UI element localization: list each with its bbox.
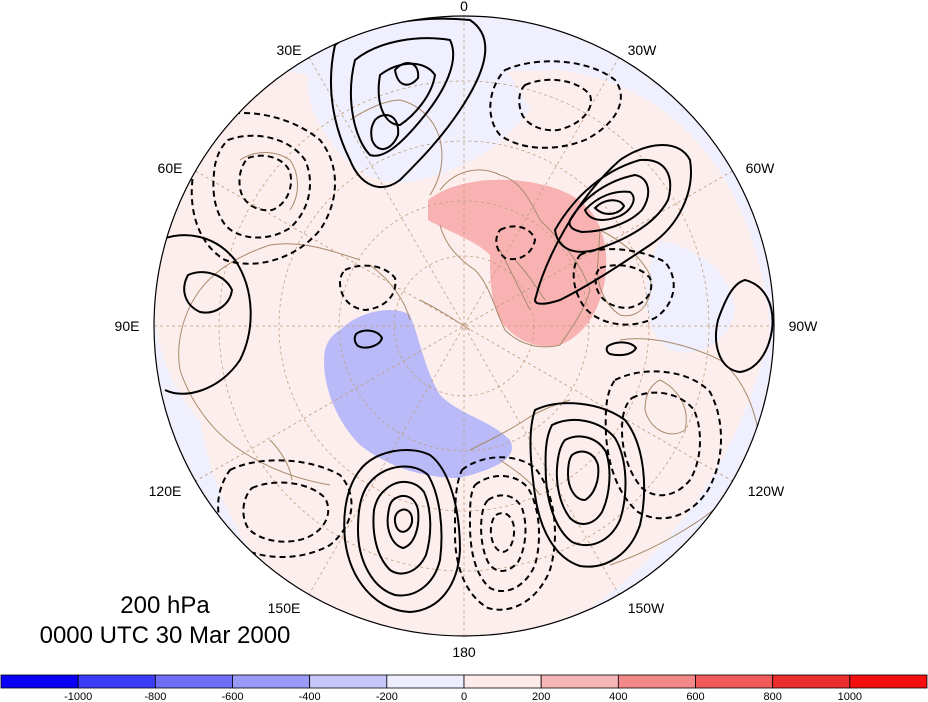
lon-label-90w: 90W: [789, 318, 819, 334]
contour-trough-pacific-mid: [468, 475, 541, 593]
colorbar-label: 1000: [838, 691, 862, 702]
contour-ridge-pacific-3: [372, 481, 432, 575]
lon-label-150e: 150E: [268, 600, 301, 616]
lon-label-180: 180: [452, 644, 476, 660]
contour-trough-canada-outer: [572, 248, 675, 326]
contour-trough-west-siberia: [338, 264, 397, 312]
contour-trough-pacific-core: [489, 512, 516, 554]
contour-trough-pacific-inner: [480, 494, 527, 572]
contour-ridge-europe-south: [370, 114, 400, 150]
contour-ridge-gulf-alaska-2: [544, 418, 627, 546]
contour-ridge-west-asia-inner: [183, 271, 234, 314]
colorbar-box: [695, 674, 774, 689]
valid-time-title: 0000 UTC 30 Mar 2000: [39, 622, 291, 649]
colorbar-label: -200: [376, 691, 398, 702]
colorbar-labels: -1000 -800 -600 -400 -200 0 200 400 600 800 1000: [64, 691, 862, 702]
contour-ridge-north-america: [715, 278, 774, 374]
polar-stereographic-map: 0 30W 60W 90W 120W 150W 180 150E 120E 90…: [115, 0, 819, 660]
colorbar-label: 200: [532, 691, 550, 702]
positive-contours: [159, 17, 774, 614]
contour-ridge-atlantic-1: [533, 144, 692, 305]
lon-label-60e: 60E: [158, 160, 183, 176]
contour-trough-pacific-outer: [453, 456, 556, 611]
contour-ridge-pacific-core: [393, 508, 414, 533]
meridian-60w-120e: [195, 170, 733, 482]
colorbar-label: 400: [609, 691, 627, 702]
colorbar-box: [540, 674, 619, 689]
meridian-60e-120w: [195, 170, 733, 482]
colorbar-label: 800: [763, 691, 781, 702]
colorbar-label: -800: [144, 691, 166, 702]
coastline-japan: [269, 439, 293, 481]
contour-trough-canada-inner: [594, 264, 653, 310]
contour-ridge-gulf-alaska-3: [555, 435, 611, 525]
contour-small-ridge-siberia: [353, 329, 384, 349]
meridian-30e-150w: [308, 57, 620, 595]
weak-negative-upper-region: [307, 16, 530, 183]
coastline-arabia-india: [239, 152, 298, 211]
colorbar-label: 0: [461, 691, 467, 702]
contour-trough-asia-outer: [190, 111, 336, 265]
contour-ridge-west-asia: [159, 234, 252, 395]
contour-ridge-atlantic-2: [553, 158, 672, 253]
contour-trough-west-north-america-inner: [620, 391, 701, 497]
coastline-asia: [178, 243, 361, 486]
contour-small-ridge-canada: [605, 341, 638, 357]
colorbar-label: 600: [686, 691, 704, 702]
contour-trough-east-asia-inner: [242, 481, 330, 543]
colorbar-box: [617, 674, 696, 689]
contour-ridge-europe-core: [393, 62, 420, 86]
negative-anomaly-siberia: [324, 310, 512, 478]
colorbar-box: [0, 674, 79, 689]
pressure-level-title: 200 hPa: [120, 592, 210, 619]
contour-trough-atlantic-outer: [489, 60, 622, 149]
contour-ridge-gulf-alaska-1: [529, 402, 646, 568]
contour-trough-atlantic-inner: [518, 78, 592, 132]
colorbar-box: [154, 674, 233, 689]
colorbar-box: [849, 674, 928, 689]
lon-label-0: 0: [460, 0, 468, 14]
map-boundary: [153, 15, 775, 637]
colorbar-box: [772, 674, 851, 689]
map-disc: [154, 16, 774, 636]
contour-ridge-atlantic-core: [593, 199, 626, 215]
lon-label-120e: 120E: [149, 483, 182, 499]
colorbar-box: [463, 674, 542, 689]
lon-label-150w: 150W: [628, 600, 665, 616]
contour-ridge-europe-mid: [349, 37, 455, 157]
contour-ridge-pacific-4: [386, 494, 420, 550]
lon-label-60w: 60W: [746, 160, 776, 176]
contour-trough-asia-inner: [238, 154, 292, 212]
contour-trough-west-north-america-outer: [604, 370, 722, 520]
coastline-europe: [439, 169, 591, 348]
contour-trough-asia-mid: [212, 134, 311, 239]
colorbar-box: [232, 674, 311, 689]
contour-ridge-pacific-1: [343, 449, 462, 614]
contour-ridge-europe-outer: [329, 17, 487, 189]
contour-ridge-atlantic-4: [583, 190, 635, 221]
contour-ridge-gulf-alaska-core: [566, 450, 600, 502]
lon-label-30w: 30W: [628, 42, 658, 58]
contour-trough-arctic: [495, 225, 537, 260]
positive-anomaly-europe: [428, 179, 607, 347]
colorbar-boxes: [0, 674, 928, 689]
lon-label-30e: 30E: [277, 42, 302, 58]
colorbar: -1000 -800 -600 -400 -200 0 200 400 600 800 1000: [0, 674, 928, 702]
colorbar-box: [77, 674, 156, 689]
colorbar-box: [309, 674, 388, 689]
graticule: [154, 16, 774, 636]
lon-label-120w: 120W: [748, 483, 785, 499]
colorbar-label: -600: [221, 691, 243, 702]
colorbar-label: -400: [299, 691, 321, 702]
lon-label-90e: 90E: [115, 318, 140, 334]
contour-ridge-atlantic-3: [568, 173, 650, 234]
colorbar-label: -1000: [64, 691, 92, 702]
contour-ridge-pacific-2: [356, 465, 443, 597]
longitude-labels: 0 30W 60W 90W 120W 150W 180 150E 120E 90…: [115, 0, 819, 660]
colorbar-box: [386, 674, 465, 689]
